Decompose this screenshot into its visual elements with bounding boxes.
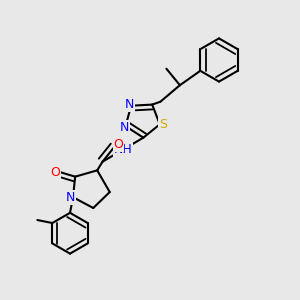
Text: S: S (159, 118, 167, 131)
Text: O: O (113, 138, 123, 151)
Text: O: O (50, 166, 60, 179)
Text: N: N (65, 191, 75, 204)
Text: N: N (119, 121, 129, 134)
Text: NH: NH (114, 143, 132, 156)
Text: N: N (125, 98, 134, 111)
